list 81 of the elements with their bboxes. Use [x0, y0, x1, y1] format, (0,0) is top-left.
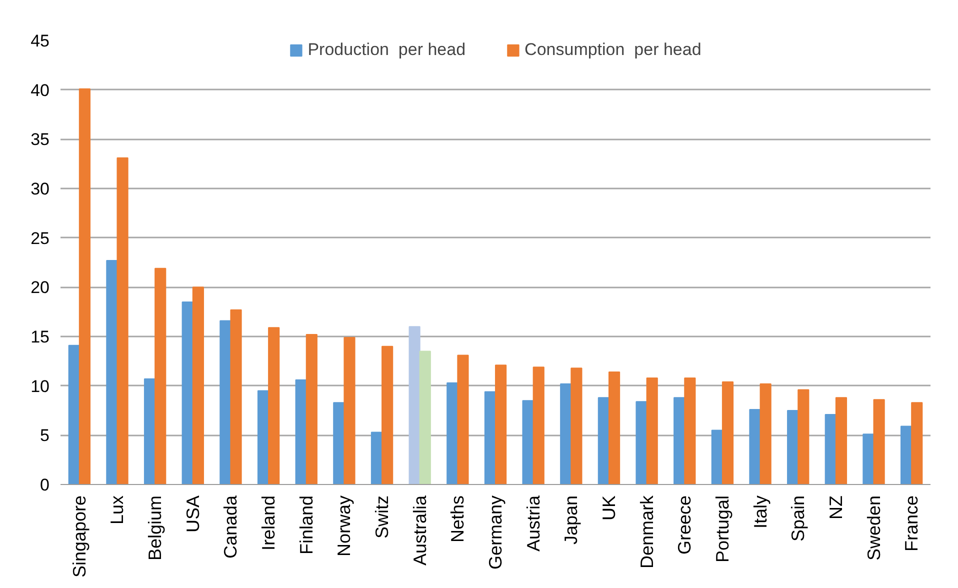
x-tick-label: Canada: [220, 494, 241, 559]
bar: [192, 286, 204, 484]
x-tick-label: Germany: [486, 495, 506, 570]
bar: [532, 366, 544, 484]
bar: [824, 414, 836, 484]
x-tick-label: Switz: [372, 495, 392, 539]
bar: [333, 402, 345, 484]
bar: [154, 268, 166, 484]
bar: [495, 364, 507, 484]
bar: [722, 381, 734, 484]
bar: [68, 344, 80, 484]
x-tick-label: Austria: [523, 494, 544, 552]
bar: [257, 390, 270, 484]
bar: [116, 157, 128, 484]
bar: [636, 401, 648, 484]
y-tick-label: 25: [30, 228, 50, 248]
x-tick-label: Neths: [448, 495, 468, 543]
x-tick-label: Japan: [561, 495, 582, 545]
bar: [306, 334, 318, 484]
x-tick-label: USA: [182, 495, 203, 533]
y-tick-label: 30: [30, 180, 50, 198]
x-tick-label: Belgium: [145, 496, 166, 561]
bar: [646, 377, 658, 484]
bar: [370, 432, 383, 484]
y-tick-label: 20: [30, 278, 50, 298]
x-tick-label: Greece: [674, 495, 695, 555]
bar: [268, 327, 280, 484]
x-tick-label: Italy: [750, 495, 770, 529]
bar: [787, 410, 799, 484]
bar: [230, 309, 242, 484]
bar: [598, 397, 610, 484]
bar: [570, 368, 582, 484]
bar: [674, 397, 686, 484]
bar: [711, 430, 723, 484]
bar: [295, 379, 307, 484]
bar: [446, 382, 458, 484]
x-tick-label: Spain: [788, 495, 808, 542]
y-tick-label: 5: [40, 426, 50, 446]
y-tick-label: 15: [30, 328, 50, 346]
x-tick-label: Norway: [334, 496, 354, 557]
x-tick-label: NZ: [826, 495, 846, 520]
x-tick-label: Lux: [107, 495, 128, 525]
x-tick-label: Finland: [296, 495, 316, 555]
y-tick-label: 40: [30, 80, 50, 100]
bar: [608, 372, 620, 484]
legend-label: Production per head: [308, 40, 466, 60]
x-tick-label: Singapore: [69, 495, 90, 578]
y-tick-label: 45: [30, 32, 50, 50]
bar: [798, 389, 810, 484]
bar: [220, 320, 232, 484]
bar: [911, 402, 923, 484]
bar: [408, 326, 420, 484]
bar: [419, 350, 431, 484]
bar: [78, 88, 91, 484]
bar: [344, 336, 356, 484]
bar: [560, 383, 572, 484]
y-tick-label: 35: [30, 130, 50, 150]
bar: [900, 426, 912, 484]
bar: [684, 377, 696, 484]
x-tick-label: France: [902, 495, 922, 552]
bar: [522, 400, 534, 484]
x-tick-label: Portugal: [712, 495, 732, 563]
bar: [835, 397, 848, 484]
x-tick-label: Denmark: [636, 494, 657, 569]
bar: [382, 346, 394, 484]
bar: [106, 260, 118, 484]
bar: [484, 391, 496, 484]
x-tick-label: Ireland: [258, 495, 279, 551]
x-tick-label: UK: [598, 495, 619, 521]
bar: [873, 399, 885, 484]
legend-label: Consumption per head: [524, 40, 702, 60]
x-tick-label: Sweden: [864, 495, 884, 561]
x-tick-label: Australia: [410, 494, 430, 566]
bar: [749, 409, 761, 484]
bar: [182, 301, 194, 484]
bar: [862, 434, 874, 484]
bar: [760, 383, 772, 484]
y-tick-label: 0: [40, 476, 50, 494]
bar: [457, 354, 469, 484]
y-tick-label: 10: [30, 376, 50, 396]
bar: [144, 378, 156, 484]
